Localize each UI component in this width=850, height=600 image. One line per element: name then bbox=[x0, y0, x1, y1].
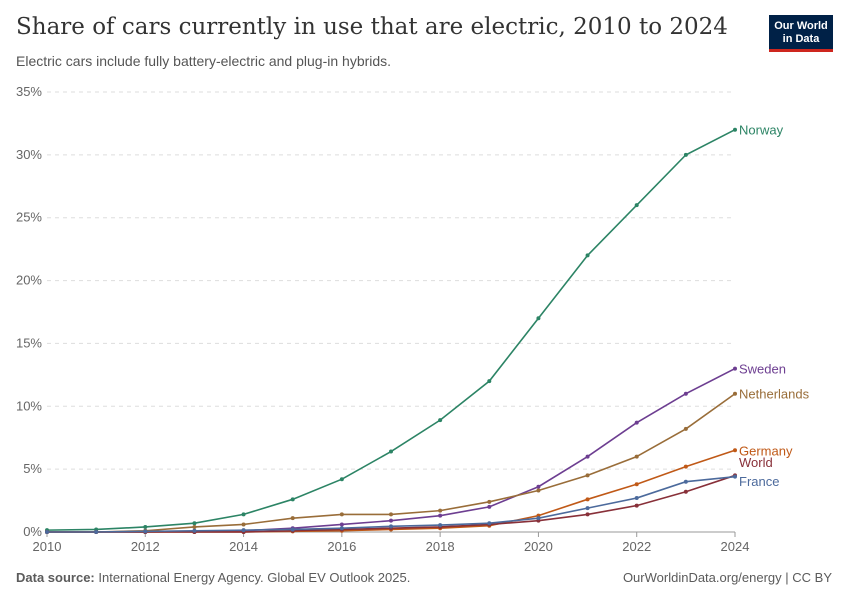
series-label-netherlands: Netherlands bbox=[739, 387, 810, 402]
data-point-germany bbox=[733, 448, 737, 453]
data-point-norway bbox=[339, 477, 344, 482]
data-point-sweden bbox=[536, 484, 541, 489]
data-point-norway bbox=[290, 497, 295, 502]
y-tick-label: 35% bbox=[16, 84, 42, 99]
data-point-france bbox=[585, 506, 590, 511]
x-tick-label: 2016 bbox=[327, 539, 356, 554]
data-point-france bbox=[94, 530, 99, 534]
source-text: International Energy Agency. Global EV O… bbox=[98, 570, 411, 585]
data-source: Data source: International Energy Agency… bbox=[16, 570, 410, 585]
data-point-netherlands bbox=[290, 516, 295, 521]
chart-title: Share of cars currently in use that are … bbox=[16, 14, 728, 40]
series-label-sweden: Sweden bbox=[739, 362, 786, 377]
data-point-france bbox=[290, 527, 295, 532]
data-point-sweden bbox=[585, 454, 590, 459]
y-tick-label: 25% bbox=[16, 210, 42, 225]
x-tick-label: 2022 bbox=[622, 539, 651, 554]
x-tick-label: 2020 bbox=[524, 539, 553, 554]
data-point-sweden bbox=[683, 391, 688, 396]
data-point-sweden bbox=[634, 420, 639, 425]
y-tick-label: 5% bbox=[23, 461, 42, 476]
data-point-norway bbox=[241, 512, 246, 517]
x-tick-label: 2014 bbox=[229, 539, 258, 554]
data-point-france bbox=[143, 529, 148, 534]
series-line-norway bbox=[46, 129, 736, 531]
y-tick-label: 20% bbox=[16, 273, 42, 288]
data-point-sweden bbox=[438, 513, 443, 518]
data-point-norway bbox=[487, 379, 492, 384]
series-label-world: World bbox=[739, 455, 773, 470]
data-point-netherlands bbox=[241, 522, 246, 527]
series-label-france: France bbox=[739, 474, 779, 489]
data-point-norway bbox=[536, 316, 541, 321]
data-point-netherlands bbox=[536, 488, 541, 493]
data-point-netherlands bbox=[585, 473, 590, 478]
chart-subtitle: Electric cars include fully battery-elec… bbox=[16, 53, 392, 69]
x-tick-label: 2024 bbox=[721, 539, 750, 554]
data-point-netherlands bbox=[192, 524, 197, 529]
data-point-france bbox=[389, 524, 393, 529]
source-label: Data source: bbox=[16, 570, 95, 585]
data-point-france bbox=[438, 523, 443, 528]
data-point-france bbox=[634, 496, 639, 501]
data-point-norway bbox=[683, 152, 688, 157]
data-point-sweden bbox=[487, 504, 492, 509]
x-tick-label: 2012 bbox=[131, 539, 160, 554]
x-tick-label: 2010 bbox=[33, 539, 62, 554]
credit-link[interactable]: OurWorldinData.org/energy | CC BY bbox=[622, 570, 832, 585]
data-point-germany bbox=[683, 464, 688, 469]
x-tick-label: 2018 bbox=[426, 539, 455, 554]
data-point-norway bbox=[389, 449, 393, 454]
series-line-world bbox=[47, 474, 736, 533]
data-point-netherlands bbox=[487, 499, 492, 504]
line-chart: 0% 5% 10% 15% 20% 25% 30% 35% 2010 2012 2014 2016 20… bbox=[16, 84, 810, 554]
data-point-netherlands bbox=[438, 508, 443, 513]
series-line-netherlands bbox=[47, 393, 736, 533]
owid-logo[interactable]: Our World in Data bbox=[769, 15, 833, 52]
data-point-world bbox=[634, 503, 639, 508]
data-point-france bbox=[683, 479, 688, 484]
series-label-norway: Norway bbox=[739, 123, 784, 138]
data-point-germany bbox=[634, 482, 639, 487]
data-point-world bbox=[683, 489, 688, 494]
data-point-netherlands bbox=[389, 512, 393, 517]
data-point-sweden bbox=[339, 522, 344, 527]
series-label-germany: Germany bbox=[739, 443, 793, 458]
data-point-sweden bbox=[733, 366, 737, 371]
data-point-netherlands bbox=[339, 512, 344, 517]
data-point-france bbox=[339, 526, 344, 531]
data-point-sweden bbox=[389, 518, 393, 523]
y-tick-label: 30% bbox=[16, 147, 42, 162]
data-point-germany bbox=[585, 497, 590, 502]
data-point-france bbox=[487, 521, 492, 526]
y-tick-label: 10% bbox=[16, 398, 42, 413]
data-point-norway bbox=[634, 203, 639, 208]
data-point-world bbox=[585, 512, 590, 517]
data-point-netherlands bbox=[733, 391, 737, 396]
data-point-netherlands bbox=[634, 454, 639, 459]
data-point-netherlands bbox=[683, 426, 688, 431]
data-point-norway bbox=[585, 253, 590, 258]
data-point-france bbox=[536, 516, 541, 521]
data-point-norway bbox=[143, 524, 148, 529]
data-point-norway bbox=[733, 127, 737, 132]
data-point-france bbox=[192, 528, 197, 533]
data-point-france bbox=[45, 530, 49, 534]
data-point-france bbox=[241, 528, 246, 533]
data-point-france bbox=[733, 474, 737, 479]
y-tick-label: 0% bbox=[23, 524, 42, 539]
data-point-norway bbox=[192, 521, 197, 526]
data-point-norway bbox=[438, 418, 443, 423]
y-tick-label: 15% bbox=[16, 335, 42, 350]
